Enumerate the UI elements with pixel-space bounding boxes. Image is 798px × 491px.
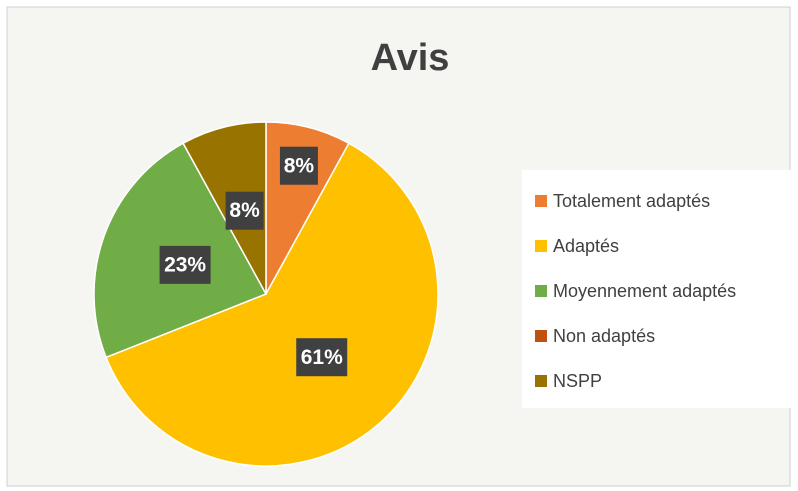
legend-label: Totalement adaptés [553, 191, 710, 211]
legend-swatch [535, 330, 547, 342]
chart-title: Avis [371, 37, 450, 79]
legend-box [522, 170, 792, 408]
pie-slice [182, 121, 267, 295]
pie-slice [105, 142, 439, 467]
data-label-box [225, 191, 264, 230]
data-label-box [279, 146, 318, 185]
legend-swatch [535, 195, 547, 207]
data-label: 23% [164, 253, 206, 276]
data-label: 61% [301, 346, 343, 369]
legend-swatch [535, 240, 547, 252]
legend-swatch [535, 285, 547, 297]
data-label-box [296, 338, 348, 377]
legend-label: Non adaptés [553, 326, 655, 346]
legend-swatch [535, 375, 547, 387]
legend-label: Moyennement adaptés [553, 281, 736, 301]
legend-label: Adaptés [553, 236, 619, 256]
data-label-box [159, 245, 211, 284]
data-label: 8% [229, 199, 260, 222]
data-label: 8% [284, 154, 315, 177]
legend-label: NSPP [553, 371, 602, 391]
